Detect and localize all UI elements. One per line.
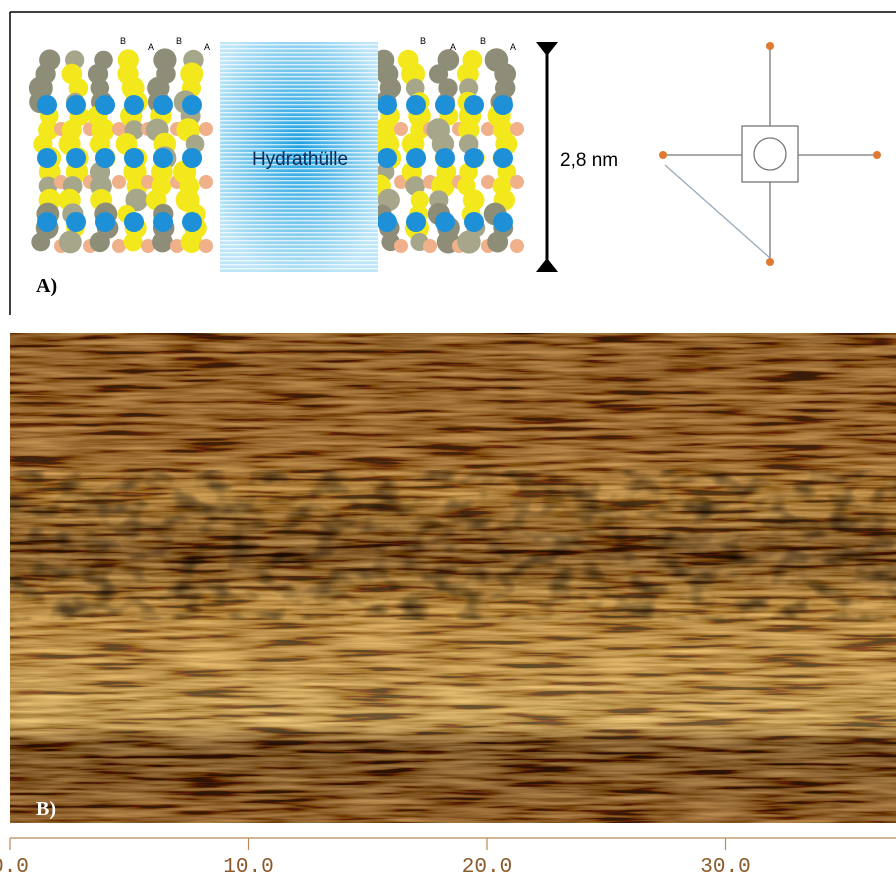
phosphate	[124, 212, 144, 232]
phosphate	[377, 212, 397, 232]
porphyrin-core	[742, 126, 798, 182]
phosphate	[406, 212, 426, 232]
atom	[873, 151, 881, 159]
sodium	[199, 175, 213, 189]
height-label: 2,8 nm	[560, 150, 618, 171]
atom	[766, 258, 774, 266]
column-label: B	[176, 36, 182, 46]
sodium	[423, 239, 437, 253]
tick-label: 30.0	[700, 856, 750, 879]
phosphate	[493, 148, 513, 168]
phosphate	[37, 212, 57, 232]
phosphate	[435, 95, 455, 115]
phosphate	[182, 95, 202, 115]
sodium	[510, 239, 524, 253]
phosphate	[377, 95, 397, 115]
tick-label: 10.0	[223, 856, 273, 879]
phosphate	[95, 212, 115, 232]
phosphate	[153, 148, 173, 168]
atom	[659, 151, 667, 159]
phosphate	[464, 95, 484, 115]
hydration-label: Hydrathülle	[252, 149, 348, 170]
sodium	[510, 175, 524, 189]
atom	[457, 230, 480, 253]
phosphate	[406, 95, 426, 115]
porphyrin-ring	[754, 138, 786, 170]
phosphate	[435, 212, 455, 232]
stm-dark-features	[10, 470, 896, 620]
phosphate	[182, 148, 202, 168]
panel-a-label: A)	[36, 275, 57, 297]
porphyrin-chain	[665, 165, 770, 258]
atom	[31, 233, 50, 252]
tick-label: 0.0	[0, 856, 29, 879]
sodium	[112, 175, 126, 189]
phosphate	[66, 95, 86, 115]
phosphate	[464, 148, 484, 168]
phosphate	[37, 95, 57, 115]
phosphate	[66, 212, 86, 232]
atom	[59, 231, 82, 254]
phosphate	[182, 212, 202, 232]
phosphate	[464, 212, 484, 232]
column-label: A	[204, 42, 210, 52]
sodium	[394, 122, 408, 136]
phosphate	[153, 95, 173, 115]
arrow-head	[536, 42, 558, 56]
atom	[181, 231, 203, 253]
porphyrin	[659, 42, 881, 266]
phosphate	[66, 148, 86, 168]
page: B A B A B A B A Hydrathülle 2,8 nm A) B) 0.0 10.…	[0, 0, 896, 879]
phosphate	[406, 148, 426, 168]
sodium	[199, 239, 213, 253]
column-label: A	[450, 42, 456, 52]
atom	[766, 42, 774, 50]
panel-b-label: B)	[36, 798, 56, 820]
atom	[90, 232, 110, 252]
column-label: B	[120, 36, 126, 46]
phosphate	[95, 95, 115, 115]
phosphate	[153, 212, 173, 232]
sodium	[510, 122, 524, 136]
column-label: A	[148, 42, 154, 52]
atom	[124, 233, 143, 252]
x-axis: 0.0 10.0 20.0 30.0	[0, 838, 751, 879]
figure: B A B A B A B A Hydrathülle 2,8 nm A) B) 0.0 10.…	[0, 0, 896, 879]
atom	[487, 232, 508, 253]
tick-label: 20.0	[462, 856, 512, 879]
phosphate	[493, 95, 513, 115]
phosphate	[95, 148, 115, 168]
column-label: B	[480, 36, 486, 46]
column-label: A	[510, 42, 516, 52]
phosphate	[377, 148, 397, 168]
sodium	[394, 239, 408, 253]
arrow-head	[536, 258, 558, 272]
phosphate	[124, 95, 144, 115]
column-label: B	[420, 36, 426, 46]
phosphate	[37, 148, 57, 168]
sodium	[199, 122, 213, 136]
phosphate	[435, 148, 455, 168]
atom	[152, 232, 173, 253]
phosphate	[493, 212, 513, 232]
phosphate	[124, 148, 144, 168]
